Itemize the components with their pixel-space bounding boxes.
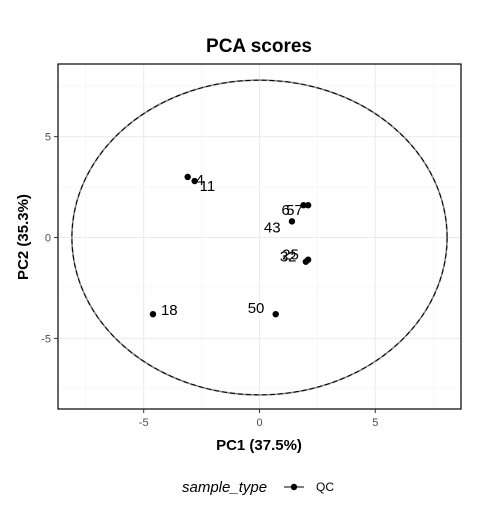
y-axis-title: PC2 (35.3%) bbox=[15, 194, 32, 280]
legend: sample_type QC bbox=[182, 479, 334, 496]
data-point bbox=[149, 310, 157, 318]
y-tick-label: -5 bbox=[41, 333, 51, 345]
data-point bbox=[302, 258, 310, 265]
data-point bbox=[191, 177, 198, 185]
point-label: 43 bbox=[264, 219, 281, 236]
data-point bbox=[288, 218, 296, 225]
data-point bbox=[272, 310, 279, 318]
x-axis-ticks: -5 0 5 bbox=[139, 409, 378, 429]
confidence-ellipse bbox=[71, 79, 448, 396]
point-label: 32 bbox=[280, 249, 297, 266]
data-points bbox=[149, 173, 312, 318]
chart-title: PCA scores bbox=[206, 36, 312, 57]
ellipse-dashed bbox=[71, 79, 448, 396]
point-label: 57 bbox=[286, 202, 303, 219]
x-tick-label: 0 bbox=[256, 417, 262, 429]
data-point bbox=[300, 202, 307, 209]
x-tick-label: -5 bbox=[139, 417, 149, 429]
x-tick-label: 5 bbox=[372, 417, 378, 429]
y-axis-ticks: -5 0 5 bbox=[41, 132, 58, 345]
point-label: 4 bbox=[196, 172, 204, 189]
legend-key-point bbox=[290, 483, 298, 491]
point-label: 6 bbox=[282, 202, 290, 219]
x-axis-title: PC1 (37.5%) bbox=[216, 437, 302, 454]
point-label: 50 bbox=[248, 300, 265, 317]
point-label: 18 bbox=[161, 302, 178, 319]
data-point bbox=[184, 173, 191, 181]
point-label: 25 bbox=[282, 247, 299, 264]
grid-lines bbox=[58, 64, 461, 409]
point-label: 11 bbox=[200, 178, 216, 195]
legend-title: sample_type bbox=[182, 479, 267, 496]
legend-label-qc: QC bbox=[316, 480, 334, 494]
data-point bbox=[304, 202, 312, 209]
y-tick-label: 0 bbox=[45, 233, 51, 245]
y-tick-label: 5 bbox=[45, 132, 51, 144]
